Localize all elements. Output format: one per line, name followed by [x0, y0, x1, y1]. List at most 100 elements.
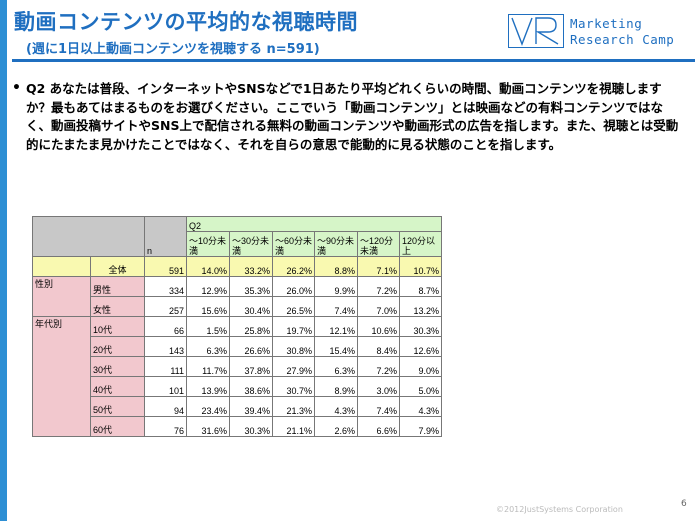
value-cell: 27.9%	[272, 356, 315, 377]
value-cell: 12.1%	[314, 316, 358, 337]
value-cell: 6.3%	[314, 356, 358, 377]
value-cell: 35.3%	[229, 276, 273, 297]
logo-mark-icon	[508, 14, 564, 48]
value-cell: 1.5%	[186, 316, 230, 337]
page-title: 動画コンテンツの平均的な視聴時間	[14, 10, 358, 34]
row-label: 40代	[90, 376, 145, 397]
corner-cell	[32, 216, 145, 257]
q-header: Q2	[186, 216, 442, 232]
value-cell: 10.7%	[399, 256, 442, 277]
row-label: 全体	[90, 256, 145, 277]
value-cell: 7.2%	[357, 276, 400, 297]
n-cell: 111	[144, 356, 187, 377]
accent-bar	[0, 0, 7, 521]
value-cell: 12.9%	[186, 276, 230, 297]
group-label	[32, 256, 91, 277]
value-cell: 26.0%	[272, 276, 315, 297]
value-cell: 30.7%	[272, 376, 315, 397]
value-cell: 21.3%	[272, 396, 315, 417]
page-number: 6	[681, 499, 687, 509]
group-label: 性別	[32, 276, 91, 317]
logo-line-1: Marketing	[570, 16, 643, 31]
value-cell: 31.6%	[186, 416, 230, 437]
table-row: 60代 76 31.6% 30.3% 21.1% 2.6% 6.6% 7.9%	[33, 416, 442, 437]
logo: Marketing Research Camp	[508, 14, 688, 54]
value-cell: 4.3%	[314, 396, 358, 417]
value-cell: 3.0%	[357, 376, 400, 397]
value-cell: 7.4%	[314, 296, 358, 317]
n-cell: 143	[144, 336, 187, 357]
value-cell: 37.8%	[229, 356, 273, 377]
value-cell: 30.8%	[272, 336, 315, 357]
header-row-1: n Q2	[32, 216, 442, 257]
value-cell: 8.7%	[399, 276, 442, 297]
value-cell: 7.2%	[357, 356, 400, 377]
row-label: 男性	[90, 276, 145, 297]
value-cell: 9.0%	[399, 356, 442, 377]
value-cell: 2.6%	[314, 416, 358, 437]
value-cell: 10.6%	[357, 316, 400, 337]
value-cell: 6.3%	[186, 336, 230, 357]
value-cell: 7.0%	[357, 296, 400, 317]
bullet: •	[12, 80, 21, 96]
value-cell: 8.9%	[314, 376, 358, 397]
results-table: n Q2 ～10分未満 ～30分未満 ～60分未満 ～90分未満 ～120分未満 120分…	[32, 216, 442, 437]
value-cell: 19.7%	[272, 316, 315, 337]
table-row: 20代 143 6.3% 26.6% 30.8% 15.4% 8.4% 12.6%	[33, 336, 442, 357]
value-cell: 15.6%	[186, 296, 230, 317]
row-label: 50代	[90, 396, 145, 417]
question-text: Q2 あなたは普段、インターネットやSNSなどで1日あたり平均どれくらいの時間、…	[26, 81, 679, 152]
column-header: ～120分未満	[357, 231, 400, 257]
value-cell: 30.4%	[229, 296, 273, 317]
table-row: 女性 257 15.6% 30.4% 26.5% 7.4% 7.0% 13.2%	[33, 296, 442, 317]
column-header: ～30分未満	[229, 231, 273, 257]
n-header: n	[144, 216, 187, 257]
header-rule	[12, 59, 695, 62]
value-cell: 21.1%	[272, 416, 315, 437]
table-row: 性別 男性 334 12.9% 35.3% 26.0% 9.9% 7.2% 8.7%	[32, 276, 442, 317]
value-cell: 30.3%	[229, 416, 273, 437]
value-cell: 26.2%	[272, 256, 315, 277]
value-cell: 4.3%	[399, 396, 442, 417]
row-label: 30代	[90, 356, 145, 377]
logo-text: Marketing Research Camp	[570, 16, 674, 48]
table-row: 年代別 10代 66 1.5% 25.8% 19.7% 12.1% 10.6% 30.3%	[32, 316, 442, 437]
value-cell: 13.9%	[186, 376, 230, 397]
value-cell: 26.6%	[229, 336, 273, 357]
value-cell: 6.6%	[357, 416, 400, 437]
page-subtitle: (週に1日以上動画コンテンツを視聴する n=591)	[26, 42, 320, 57]
n-cell: 94	[144, 396, 187, 417]
header-row-2: ～10分未満 ～30分未満 ～60分未満 ～90分未満 ～120分未満 120分以上	[33, 231, 442, 257]
value-cell: 15.4%	[314, 336, 358, 357]
value-cell: 7.9%	[399, 416, 442, 437]
value-cell: 7.4%	[357, 396, 400, 417]
value-cell: 9.9%	[314, 276, 358, 297]
n-cell: 76	[144, 416, 187, 437]
value-cell: 23.4%	[186, 396, 230, 417]
footer-copyright: ©2012JustSystems Corporation	[496, 505, 623, 514]
column-header: ～90分未満	[314, 231, 358, 257]
column-header: ～10分未満	[186, 231, 230, 257]
group-label: 年代別	[32, 316, 91, 437]
n-cell: 591	[144, 256, 187, 277]
row-label: 女性	[90, 296, 145, 317]
total-row: 全体 591 14.0% 33.2% 26.2% 8.8% 7.1% 10.7%	[32, 256, 442, 277]
column-header: 120分以上	[399, 231, 442, 257]
value-cell: 39.4%	[229, 396, 273, 417]
logo-line-2: Research Camp	[570, 32, 675, 47]
row-label: 10代	[90, 316, 145, 337]
table-row: 30代 111 11.7% 37.8% 27.9% 6.3% 7.2% 9.0%	[33, 356, 442, 377]
table-row: 40代 101 13.9% 38.6% 30.7% 8.9% 3.0% 5.0%	[33, 376, 442, 397]
value-cell: 25.8%	[229, 316, 273, 337]
value-cell: 8.8%	[314, 256, 358, 277]
row-label: 20代	[90, 336, 145, 357]
value-cell: 38.6%	[229, 376, 273, 397]
value-cell: 13.2%	[399, 296, 442, 317]
value-cell: 12.6%	[399, 336, 442, 357]
value-cell: 11.7%	[186, 356, 230, 377]
n-cell: 334	[144, 276, 187, 297]
column-header: ～60分未満	[272, 231, 315, 257]
value-cell: 26.5%	[272, 296, 315, 317]
n-cell: 66	[144, 316, 187, 337]
value-cell: 5.0%	[399, 376, 442, 397]
